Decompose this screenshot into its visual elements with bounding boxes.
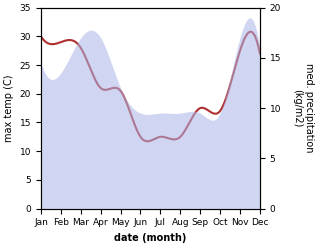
Y-axis label: med. precipitation
(kg/m2): med. precipitation (kg/m2) (292, 63, 314, 153)
X-axis label: date (month): date (month) (114, 233, 187, 243)
Y-axis label: max temp (C): max temp (C) (4, 74, 14, 142)
